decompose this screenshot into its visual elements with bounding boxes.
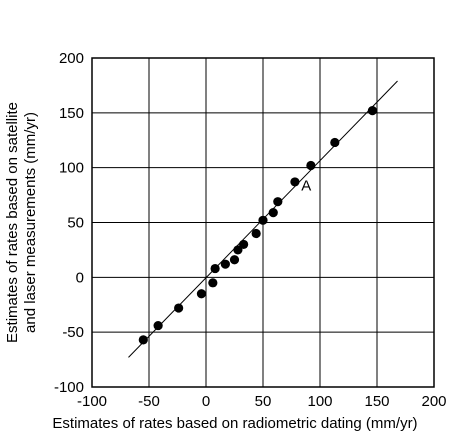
x-axis-ticks: -100 -50 0 50 100 150 200 — [77, 393, 447, 410]
x-tick-label: -100 — [77, 393, 107, 410]
data-point — [229, 255, 240, 265]
y-tick-label: -100 — [54, 379, 84, 396]
y-axis-label-line-1: Estimates of rates based on satellite — [4, 102, 21, 343]
y-axis-label-line-2: and laser measurements (mm/yr) — [22, 112, 39, 333]
y-tick-label: 50 — [67, 215, 84, 232]
y-tick-label: -50 — [62, 324, 84, 341]
x-tick-label: 100 — [307, 393, 332, 410]
data-point — [138, 335, 148, 345]
data-point — [196, 289, 207, 299]
y-tick-label: 200 — [59, 50, 84, 67]
data-point — [208, 278, 218, 288]
y-tick-label: 150 — [59, 105, 84, 122]
data-point — [258, 215, 268, 225]
data-point — [273, 197, 283, 207]
data-points — [138, 106, 378, 345]
plot-frame — [91, 57, 435, 388]
x-tick-label: 200 — [421, 393, 446, 410]
data-point — [239, 239, 249, 250]
data-point — [268, 208, 278, 218]
data-point — [290, 177, 300, 187]
data-point — [251, 228, 261, 239]
data-point — [210, 263, 220, 274]
y-tick-label: 100 — [59, 160, 84, 177]
x-tick-label: 0 — [202, 393, 210, 410]
x-tick-label: 150 — [364, 393, 389, 410]
x-tick-label: -50 — [138, 393, 160, 410]
data-point — [367, 106, 378, 116]
x-axis-label: Estimates of rates based on radiometric … — [52, 415, 417, 432]
data-point — [233, 245, 243, 255]
data-point — [174, 303, 184, 313]
y-axis-ticks: -100 -50 0 50 100 150 200 — [54, 50, 84, 396]
data-point — [306, 160, 316, 171]
data-point — [153, 320, 163, 331]
data-point — [220, 259, 230, 269]
data-point — [330, 137, 340, 148]
x-tick-label: 50 — [255, 393, 272, 410]
annotations: A — [301, 178, 311, 195]
annotation-label: A — [301, 178, 311, 195]
y-tick-label: 0 — [76, 269, 84, 286]
